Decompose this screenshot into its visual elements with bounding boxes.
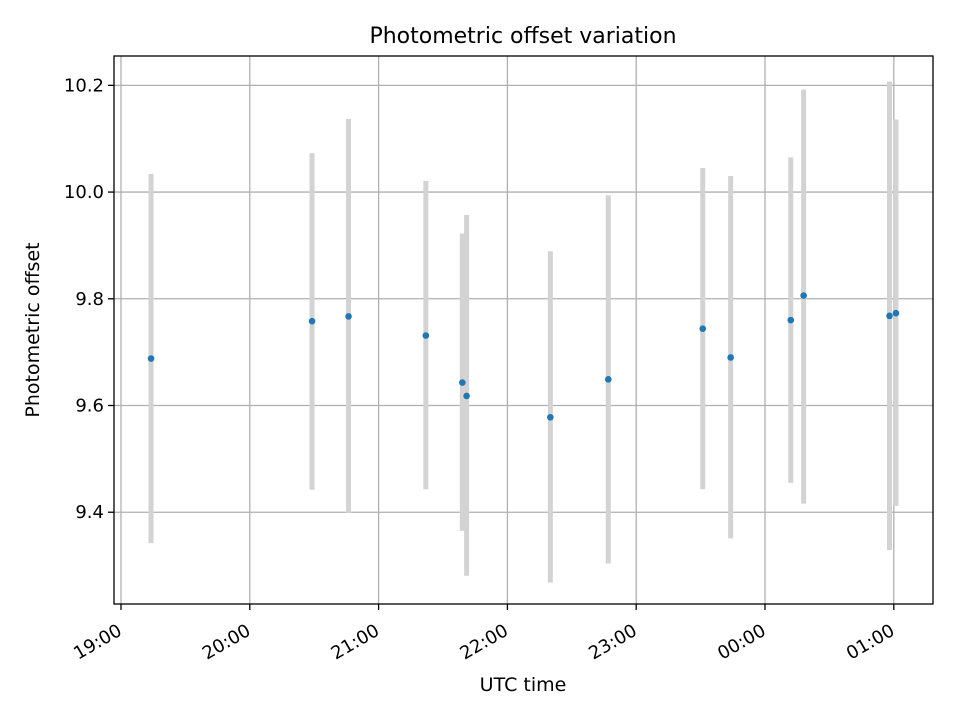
data-point [727,354,734,361]
data-points [147,292,900,421]
data-point [463,392,470,400]
grid [114,56,933,604]
data-point [787,316,795,324]
data-point [308,317,316,325]
y-axis-ticks: 9.4 9.6 9.8 10.0 10.2 [64,75,114,523]
data-point [886,312,893,320]
data-point [147,355,155,362]
y-tick-label: 9.6 [75,396,104,417]
data-point [459,379,466,386]
data-point [345,313,352,320]
y-tick-label: 10.2 [64,75,104,96]
x-axis-label: UTC time [480,674,567,696]
data-point [547,413,554,421]
y-tick-label: 10.0 [64,182,104,203]
y-tick-label: 9.8 [75,289,104,310]
y-tick-label: 9.4 [75,502,104,523]
data-point [604,376,612,383]
data-point [422,332,430,339]
data-point [800,292,807,299]
chart-title: Photometric offset variation [369,24,676,49]
y-axis-label: Photometric offset [22,242,44,417]
data-point [892,309,900,317]
data-point [699,325,707,332]
plot-area-frame [113,55,934,605]
